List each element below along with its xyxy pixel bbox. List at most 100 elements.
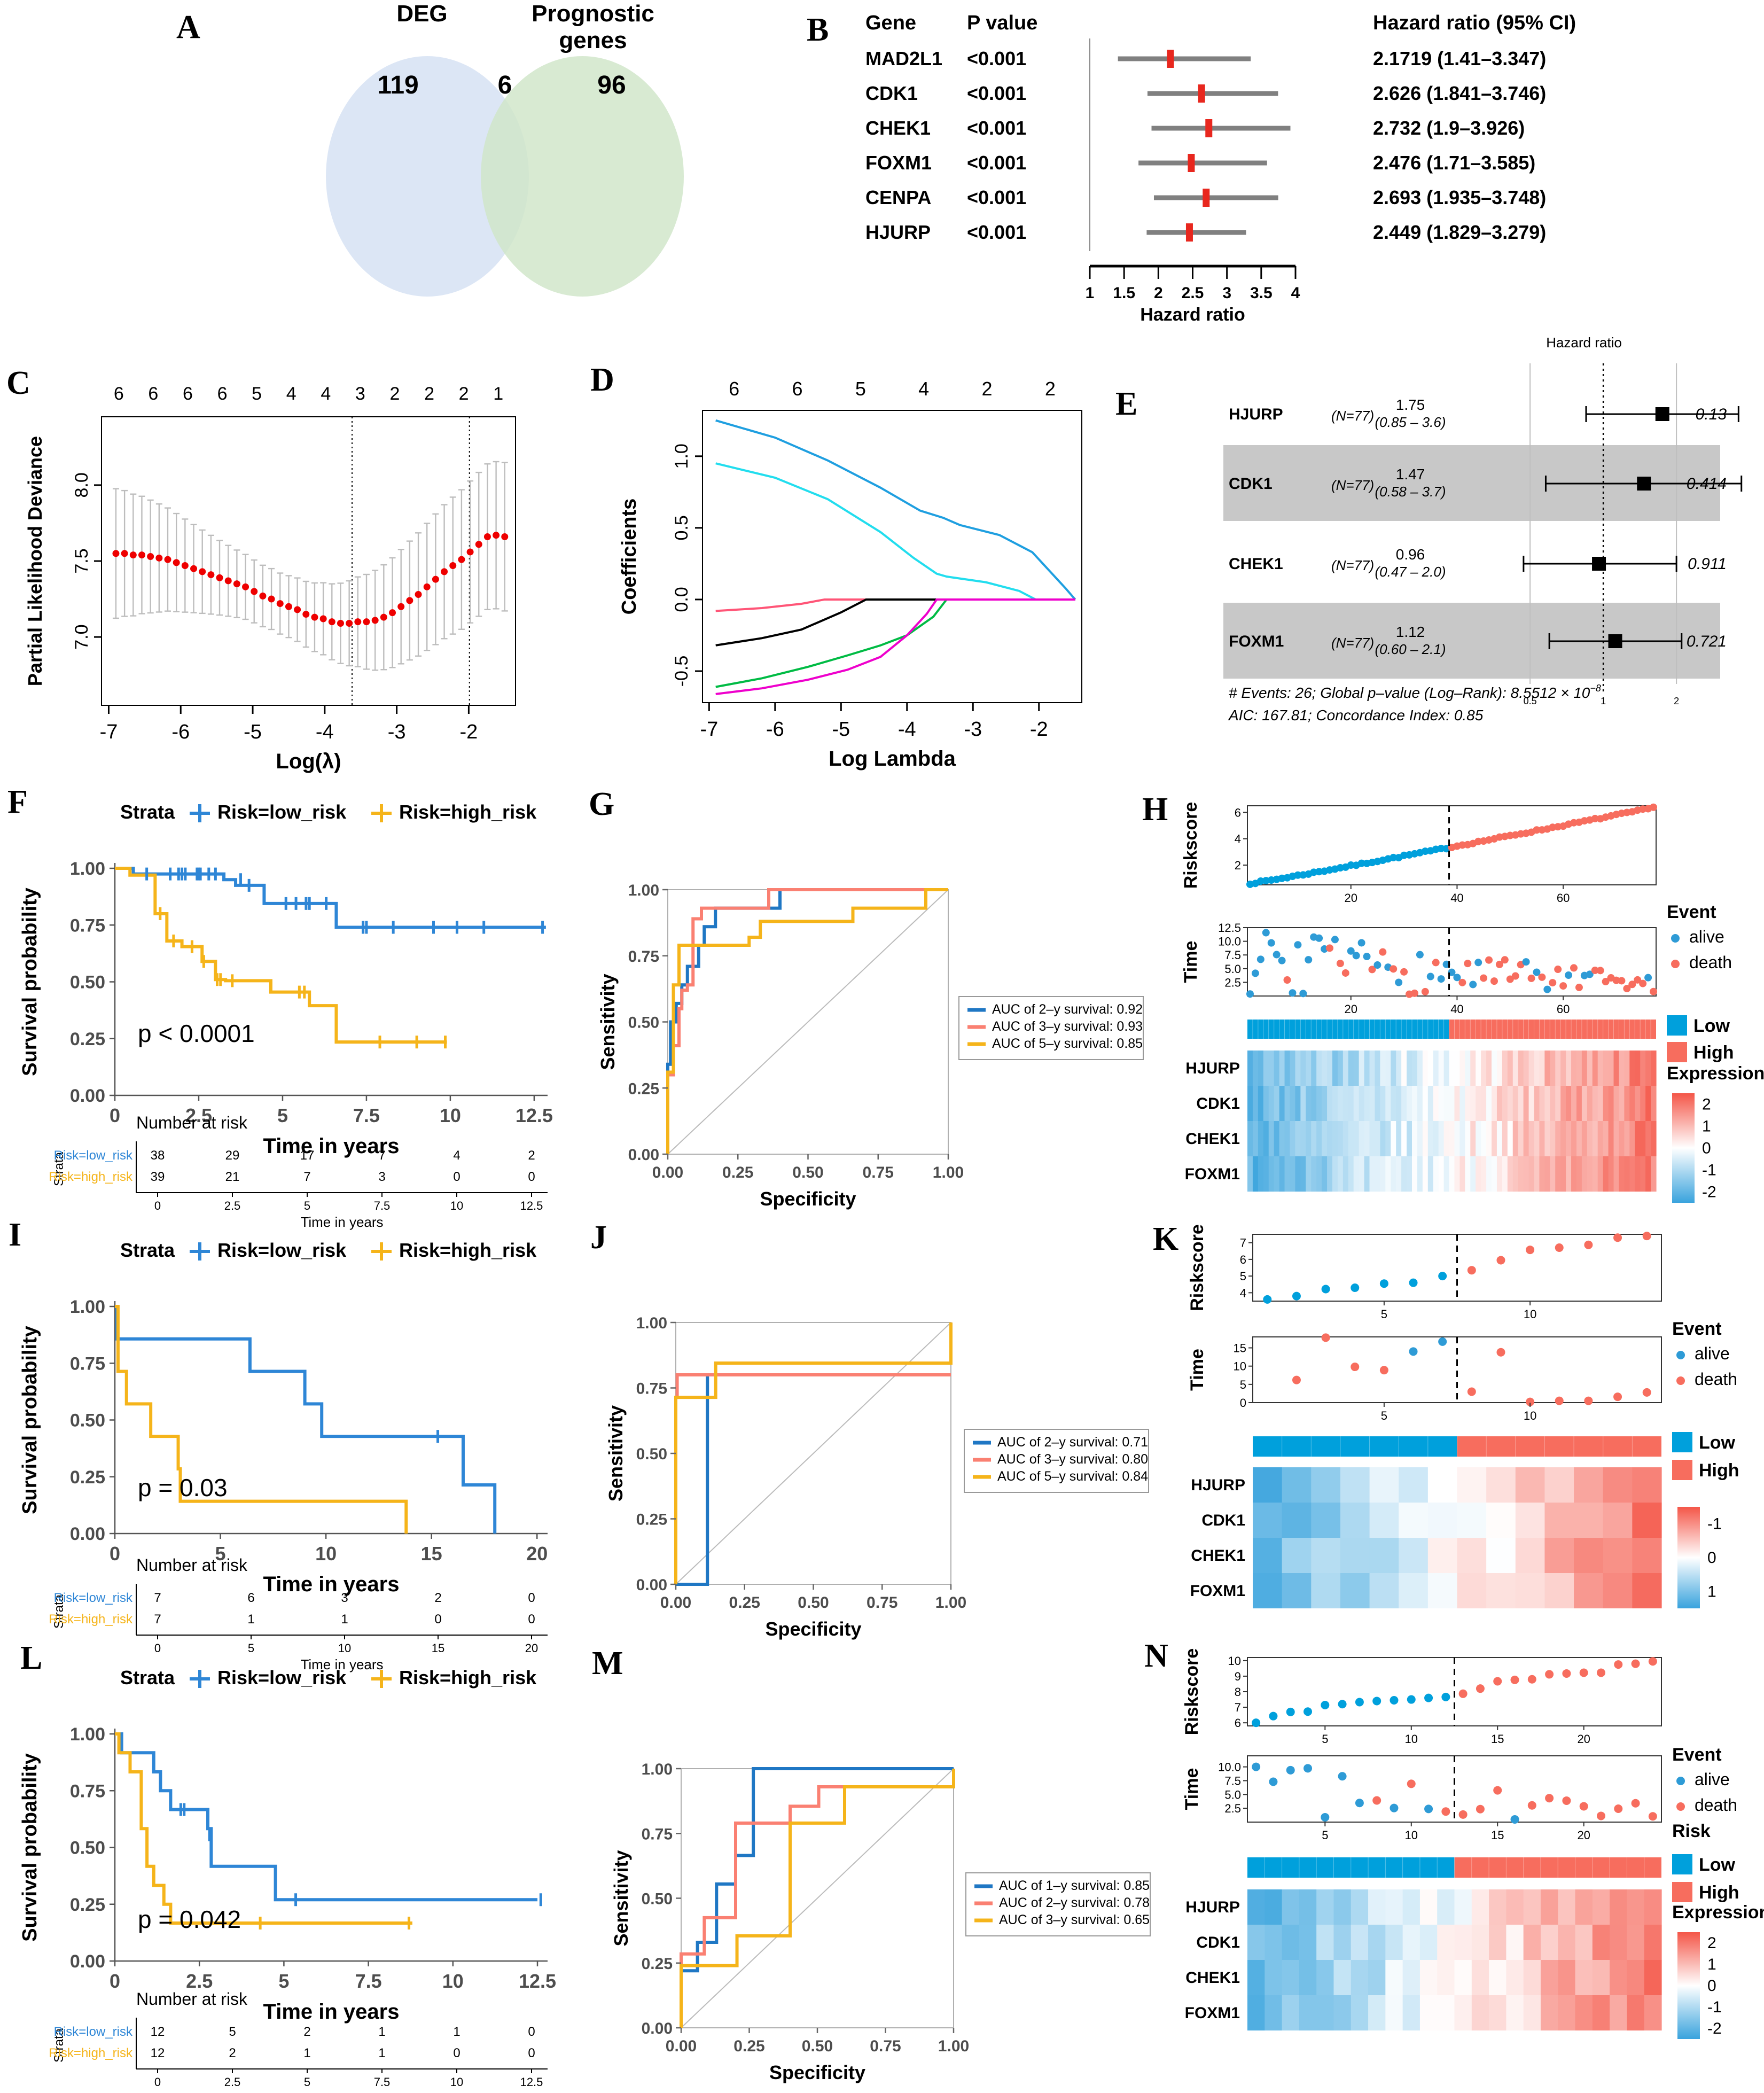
panelN-heatmap-cell: [1489, 1925, 1507, 1960]
panelH-heatmap-cell: [1401, 1121, 1407, 1156]
panelH-time-point: [1634, 976, 1642, 984]
panelL-risk-xtick-label: 12.5: [520, 2075, 543, 2089]
panelH-time-point: [1554, 966, 1562, 974]
panelG-xtick-label: 0.00: [652, 1164, 683, 1181]
panel-b-marker: [1205, 119, 1213, 137]
panelH-time-point: [1575, 983, 1583, 991]
panelN-heatmap-cell: [1506, 1960, 1524, 1995]
panelK-riskscore-point: [1321, 1285, 1330, 1294]
panelF-risk-count: 0: [528, 1170, 535, 1184]
panelH-heatmap-cell: [1476, 1156, 1481, 1192]
panel-c: C 6 6 6 6 5 4 4 3 2 2 2 1 7.0 7.5 8.0 -7 -6 -5 -4 -3 -2 Parti…: [0, 321, 566, 780]
panel-c-top-axis-label: 4: [321, 384, 331, 404]
panelH-heatmap-cell: [1496, 1156, 1503, 1192]
panelF-risk-xtick-label: 10: [450, 1199, 463, 1212]
panelH-heatmap-cell: [1327, 1051, 1333, 1086]
panelH-heatmap-cell: [1401, 1086, 1407, 1121]
panel-b-pvalue: <0.001: [967, 221, 1026, 243]
panelK-riskscore-point: [1555, 1243, 1564, 1252]
panelH-heatmap-cell: [1348, 1156, 1354, 1192]
panelH-heatmap-cell: [1342, 1156, 1349, 1192]
panelJ-xtick-label: 0.75: [867, 1594, 897, 1612]
panelH-time-point: [1305, 956, 1313, 964]
panel-e-estimate: 1.12: [1396, 624, 1425, 640]
panelH-heatmap-cell: [1322, 1086, 1328, 1121]
panelH-heatmap-cell: [1407, 1086, 1412, 1121]
panelH-time-point: [1650, 987, 1658, 995]
panel-e-marker: [1608, 634, 1622, 648]
panelH-heatmap-cell: [1534, 1051, 1540, 1086]
panel-c-top-axis-label: 4: [286, 384, 296, 404]
panelH-heatmap-cell: [1263, 1121, 1269, 1156]
panelK-heatmap-cell: [1282, 1503, 1312, 1538]
panelH-heatmap-cell: [1359, 1121, 1365, 1156]
panel-e-estimate: 0.96: [1396, 546, 1425, 563]
panelN-heatmap-cell: [1506, 1995, 1524, 2030]
panelN-time-point: [1355, 1799, 1364, 1808]
panelH-heatmap-cell: [1645, 1121, 1651, 1156]
panelN-heatmap-cell: [1627, 1960, 1645, 1995]
panel-d-xlabel: Log Lambda: [829, 747, 956, 771]
panelK-heatmap-cell: [1253, 1573, 1283, 1608]
panelN-heatmap-cell: [1471, 1925, 1489, 1960]
panelI-xtick-label: 0: [110, 1543, 120, 1565]
panelJ-legend-box: [964, 1429, 1149, 1493]
panelH-time-point: [1357, 939, 1365, 947]
panelH-heatmap-cell: [1550, 1121, 1556, 1156]
panelG-xlabel: Specificity: [760, 1188, 856, 1210]
panelH-heatmap-cell: [1417, 1156, 1423, 1192]
panelH-time-point: [1602, 978, 1610, 986]
panelN-heatmap-cell: [1558, 1889, 1576, 1925]
panelH-risk-legend-swatch: [1667, 1042, 1687, 1062]
panelL-risk-count: 2: [229, 2046, 236, 2060]
panelH-heatmap-cell: [1353, 1051, 1360, 1086]
panelH-time-point: [1294, 941, 1302, 949]
panelH-heatmap-cell: [1385, 1086, 1391, 1121]
panel-c-datapoint: [181, 562, 189, 570]
panel-c-datapoint: [389, 609, 396, 617]
panelH-time-point: [1474, 959, 1482, 967]
panelH-heatmap-cell: [1608, 1156, 1614, 1192]
panelF-xtick-label: 10: [440, 1104, 461, 1126]
panelN-riskscore-point: [1252, 1718, 1261, 1728]
panelF-risk-count: 39: [151, 1170, 165, 1184]
panelN-time-ytick-label: 5.0: [1224, 1788, 1241, 1801]
panel-g-label: G: [589, 786, 615, 822]
panelG-xtick-label: 0.75: [863, 1164, 894, 1181]
panelH-heatmap-cell: [1252, 1156, 1259, 1192]
panel-b-tick-label: 1: [1086, 284, 1095, 302]
panelH-heatmap-cell: [1449, 1156, 1455, 1192]
panelH-heatmap-cell: [1571, 1121, 1577, 1156]
panelI-risk-count: 0: [528, 1591, 535, 1605]
panelH-heatmap-cell: [1481, 1156, 1487, 1192]
panel-b-marker: [1188, 154, 1195, 172]
panelF-risk-strata-label: Strata: [52, 1151, 66, 1186]
panelF-risk-row-label: Risk=low_risk: [54, 1148, 133, 1163]
panel-c-datapoint: [475, 541, 482, 548]
panelH-heatmap-cell: [1359, 1051, 1365, 1086]
panelL-risk-row-label: Risk=high_risk: [49, 2046, 133, 2060]
panelN-heatmap-cell: [1419, 1925, 1438, 1960]
panelK-riskscore-point: [1379, 1279, 1388, 1288]
panelF-xtick-label: 12.5: [516, 1104, 553, 1126]
panelK-heatmap-cell: [1399, 1503, 1429, 1538]
panelN-time-ytick-label: 10.0: [1218, 1761, 1241, 1774]
panelJ-roc-curve: [674, 1322, 953, 1584]
panelH-heatmap-cell: [1587, 1156, 1593, 1192]
panelH-time-point: [1421, 987, 1429, 995]
panelK-riskscore-xtick-label: 10: [1524, 1308, 1536, 1321]
panelH-heatmap-cell: [1311, 1121, 1317, 1156]
panelN-heatmap-cell: [1610, 1889, 1628, 1925]
panelN-heatmap-cell: [1265, 1960, 1283, 1995]
panelH-heatmap-cell: [1359, 1156, 1365, 1192]
panelH-heatmap-cell: [1316, 1086, 1322, 1121]
panelH-heatmap-cell: [1268, 1086, 1275, 1121]
panelN-heatmap-cell: [1333, 1889, 1352, 1925]
panelN-expression-tick-label: 1: [1707, 1956, 1716, 1973]
panelH-heatmap-cell: [1560, 1121, 1566, 1156]
panelH-heatmap-cell: [1619, 1086, 1625, 1121]
panelH-heatmap-cell: [1327, 1121, 1333, 1156]
panelH-heatmap-cell: [1380, 1121, 1386, 1156]
panelI-risk-row-label: Risk=low_risk: [54, 1591, 133, 1605]
panelF-risk-count: 29: [225, 1148, 240, 1163]
